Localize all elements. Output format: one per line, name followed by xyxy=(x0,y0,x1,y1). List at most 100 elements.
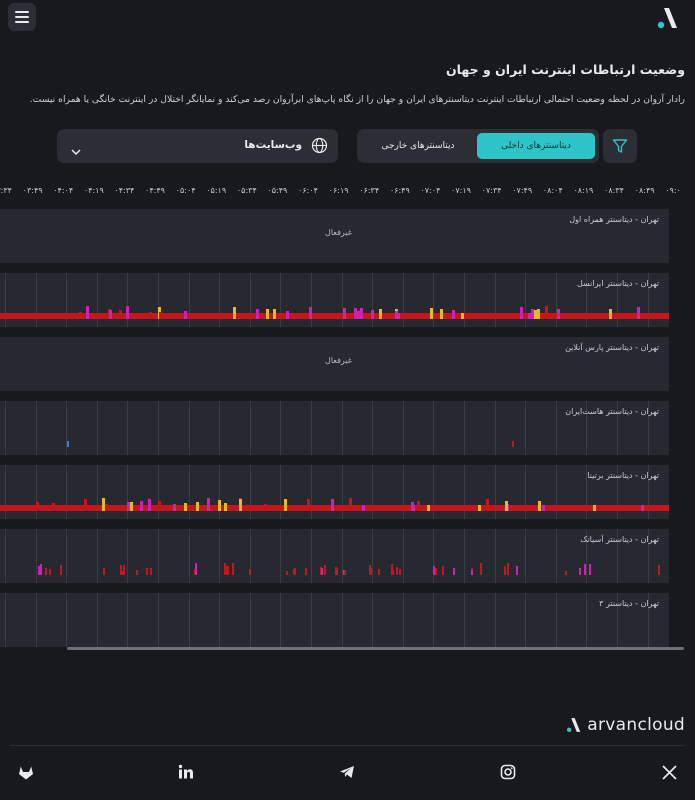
outage-bar[interactable] xyxy=(324,565,326,575)
outage-bar[interactable] xyxy=(233,307,236,319)
outage-bar[interactable] xyxy=(105,504,108,511)
tab-foreign[interactable]: دیتاسنترهای خارجی xyxy=(381,141,455,151)
outage-bar[interactable] xyxy=(369,565,371,575)
outage-bar[interactable] xyxy=(440,309,443,319)
outage-bar[interactable] xyxy=(379,309,382,319)
outage-bar[interactable] xyxy=(516,566,518,575)
outage-bar[interactable] xyxy=(136,570,138,575)
telegram-icon[interactable] xyxy=(338,763,356,781)
outage-bar[interactable] xyxy=(357,311,360,319)
outage-bar[interactable] xyxy=(531,309,534,319)
outage-bar[interactable] xyxy=(232,563,234,575)
outage-bar[interactable] xyxy=(120,565,122,575)
outage-bar[interactable] xyxy=(286,311,289,319)
outage-bar[interactable] xyxy=(397,313,400,319)
linkedin-icon[interactable] xyxy=(177,763,195,781)
outage-bar[interactable] xyxy=(158,501,161,511)
outage-bar[interactable] xyxy=(391,564,393,575)
outage-bar[interactable] xyxy=(486,499,489,511)
outage-bar[interactable] xyxy=(461,313,464,319)
outage-bar[interactable] xyxy=(480,563,482,575)
outage-bar[interactable] xyxy=(435,568,437,575)
outage-bar[interactable] xyxy=(224,563,226,575)
arvan-logo-icon[interactable] xyxy=(655,6,681,30)
outage-bar[interactable] xyxy=(430,308,433,319)
outage-bar[interactable] xyxy=(584,564,586,575)
outage-bar[interactable] xyxy=(549,505,552,511)
outage-bar[interactable] xyxy=(67,441,69,447)
menu-button[interactable] xyxy=(8,3,36,31)
outage-bar[interactable] xyxy=(395,311,398,319)
outage-bar[interactable] xyxy=(148,499,151,511)
outage-bar[interactable] xyxy=(140,501,143,511)
outage-bar[interactable] xyxy=(433,566,435,575)
footer-brand[interactable]: arvancloud xyxy=(565,715,685,735)
outage-bar[interactable] xyxy=(82,313,85,319)
outage-bar[interactable] xyxy=(159,312,162,319)
outage-bar[interactable] xyxy=(38,566,40,575)
outage-bar[interactable] xyxy=(127,502,130,511)
outage-bar[interactable] xyxy=(273,309,276,319)
outage-bar[interactable] xyxy=(264,504,267,511)
outage-bar[interactable] xyxy=(593,505,596,511)
outage-bar[interactable] xyxy=(641,505,644,511)
outage-bar[interactable] xyxy=(123,565,125,575)
outage-bar[interactable] xyxy=(146,568,148,575)
outage-bar[interactable] xyxy=(60,565,62,575)
outage-bar[interactable] xyxy=(362,505,365,511)
outage-bar[interactable] xyxy=(27,505,30,511)
outage-bar[interactable] xyxy=(184,503,187,511)
outage-bar[interactable] xyxy=(307,499,310,511)
outage-bar[interactable] xyxy=(126,306,129,319)
outage-bar[interactable] xyxy=(528,313,531,319)
outage-bar[interactable] xyxy=(609,309,612,319)
outage-bar[interactable] xyxy=(442,566,444,575)
outage-bar[interactable] xyxy=(150,568,152,575)
instagram-icon[interactable] xyxy=(499,763,517,781)
outage-bar[interactable] xyxy=(102,498,105,511)
outage-bar[interactable] xyxy=(600,505,603,511)
outage-bar[interactable] xyxy=(370,568,372,575)
outage-bar[interactable] xyxy=(520,307,523,319)
outage-bar[interactable] xyxy=(396,567,398,575)
outage-bar[interactable] xyxy=(354,308,357,319)
outage-bar[interactable] xyxy=(411,502,414,511)
outage-bar[interactable] xyxy=(286,571,288,575)
outage-bar[interactable] xyxy=(184,311,187,319)
outage-bar[interactable] xyxy=(130,502,133,511)
outage-bar[interactable] xyxy=(378,569,380,575)
outage-bar[interactable] xyxy=(565,571,567,575)
outage-bar[interactable] xyxy=(331,499,334,511)
outage-bar[interactable] xyxy=(195,563,197,575)
outage-bar[interactable] xyxy=(256,309,259,319)
outage-bar[interactable] xyxy=(417,501,420,511)
outage-bar[interactable] xyxy=(309,307,312,319)
outage-bar[interactable] xyxy=(40,564,42,575)
outage-bar[interactable] xyxy=(45,568,47,575)
outage-bar[interactable] xyxy=(0,313,669,319)
outage-bar[interactable] xyxy=(658,565,660,575)
outage-bar[interactable] xyxy=(453,568,455,575)
outage-bar[interactable] xyxy=(545,306,548,319)
outage-bar[interactable] xyxy=(207,498,210,511)
outage-bar[interactable] xyxy=(478,505,481,511)
outage-bar[interactable] xyxy=(360,308,363,319)
outage-bar[interactable] xyxy=(294,568,296,575)
tab-domestic[interactable]: دیتاسنترهای داخلی xyxy=(477,133,595,159)
outage-bar[interactable] xyxy=(343,308,346,319)
outage-bar[interactable] xyxy=(399,569,401,575)
outage-bar[interactable] xyxy=(103,568,105,575)
outage-bar[interactable] xyxy=(538,501,541,511)
outage-bar[interactable] xyxy=(392,570,394,575)
gitlab-icon[interactable] xyxy=(17,763,35,781)
x-icon[interactable] xyxy=(660,763,678,781)
outage-bar[interactable] xyxy=(119,310,122,319)
outage-bar[interactable] xyxy=(79,312,82,319)
outage-bar[interactable] xyxy=(512,441,514,447)
outage-bar[interactable] xyxy=(579,568,581,575)
outage-bar[interactable] xyxy=(196,502,199,511)
outage-bar[interactable] xyxy=(52,503,55,511)
outage-bar[interactable] xyxy=(504,566,506,575)
outage-bar[interactable] xyxy=(36,502,39,511)
outage-bar[interactable] xyxy=(284,499,287,511)
